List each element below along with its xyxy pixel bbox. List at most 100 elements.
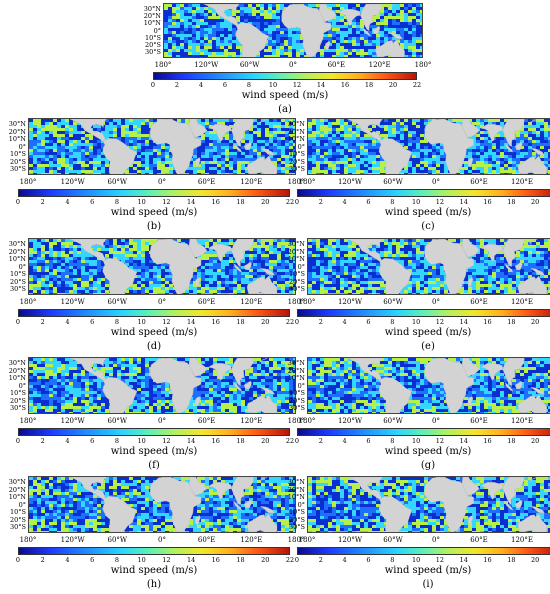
- land-shape: [347, 239, 383, 262]
- land-shape: [246, 275, 278, 294]
- land-shape: [188, 358, 208, 377]
- land-shape: [362, 27, 372, 37]
- land-mask: [347, 358, 547, 413]
- lon-label: 60°W: [383, 178, 403, 186]
- colorbar-tick-label: 4: [342, 437, 347, 445]
- lat-label: 30°N: [8, 359, 26, 367]
- panel-caption: (h): [146, 579, 162, 590]
- lat-label: 10°S: [10, 270, 26, 278]
- colorbar-tick-label: 16: [211, 437, 220, 445]
- colorbar-tick-label: 0: [15, 437, 21, 445]
- land-mask: [347, 477, 547, 532]
- colorbar-tick-label: 16: [483, 556, 492, 564]
- colorbar-tick-label: 18: [236, 437, 245, 445]
- land-shape: [233, 263, 243, 273]
- colorbar-tick-label: 20: [531, 198, 540, 206]
- colorbar-unit-label: wind speed (m/s): [384, 327, 472, 338]
- lat-label: 10°N: [287, 493, 305, 501]
- colorbar-unit-label: wind speed (m/s): [110, 327, 198, 338]
- colorbar-tick-label: 10: [411, 318, 421, 326]
- colorbar-tick-label: 0: [15, 318, 21, 326]
- land-shape: [188, 119, 208, 138]
- land-shape: [529, 358, 538, 364]
- colorbar-tick-label: 18: [364, 81, 374, 89]
- lat-label: 10°S: [289, 150, 305, 158]
- lon-label: 120°W: [337, 178, 363, 186]
- land-shape: [235, 22, 269, 57]
- colorbar: [18, 309, 290, 317]
- land-shape: [194, 157, 201, 168]
- lon-label: 0°: [158, 298, 166, 306]
- colorbar-tick-label: 10: [411, 556, 421, 564]
- lon-label: 120°E: [368, 61, 391, 69]
- lat-label: 20°N: [8, 485, 26, 494]
- lat-label: 30°N: [287, 120, 305, 128]
- lat-label: 30°N: [287, 359, 305, 367]
- land-shape: [150, 358, 202, 413]
- colorbar-tick-label: 4: [65, 556, 70, 564]
- land-shape: [461, 477, 480, 496]
- colorbar-tick-label: 4: [65, 198, 70, 206]
- colorbar-tick-label: 22: [285, 198, 295, 206]
- land-shape: [530, 506, 545, 514]
- lon-label: 180°: [298, 417, 316, 425]
- lon-label: 60°E: [470, 298, 488, 306]
- colorbar-tick-label: 8: [246, 81, 252, 89]
- lat-label: 0°: [153, 26, 161, 35]
- lat-label: 10°S: [289, 508, 305, 516]
- colorbar-tick-label: 0: [15, 198, 21, 206]
- land-shape: [480, 244, 504, 262]
- colorbar-tick-label: 12: [435, 198, 445, 206]
- land-shape: [260, 506, 276, 514]
- colorbar-tick-label: 14: [459, 556, 468, 564]
- land-shape: [150, 119, 202, 174]
- land-shape: [188, 239, 208, 258]
- land-shape: [388, 32, 403, 40]
- lat-label: 30°N: [143, 5, 161, 13]
- colorbar-tick-label: 14: [186, 318, 196, 326]
- colorbar-tick-label: 20: [261, 556, 270, 564]
- land-shape: [231, 119, 255, 148]
- lon-label: 0°: [158, 536, 166, 544]
- land-shape: [233, 501, 243, 511]
- lat-label: 10°S: [10, 389, 26, 397]
- land-shape: [188, 477, 208, 496]
- lat-label: 0°: [18, 142, 26, 151]
- land-shape: [514, 261, 523, 270]
- map-panel-i: 30°N 20°N 10°N 0° 10°S 20°S 30°S 180° 120°W 60°W 0…: [281, 476, 550, 590]
- map-panel-g: 30°N 20°N 10°N 0° 10°S 20°S 30°S 180° 120°W 60°W 0…: [281, 357, 550, 471]
- colorbar-tick-label: 10: [137, 437, 146, 445]
- lat-label: 30°S: [10, 285, 26, 293]
- land-shape: [424, 358, 474, 413]
- lon-label: 60°E: [470, 536, 488, 544]
- colorbar-tick-label: 2: [318, 318, 323, 326]
- colorbar-tick-label: 20: [531, 437, 540, 445]
- lat-label: 20°S: [289, 277, 305, 286]
- colorbar-tick-label: 18: [236, 318, 245, 326]
- colorbar: [297, 309, 550, 317]
- land-shape: [424, 119, 474, 174]
- lat-label: 0°: [18, 381, 26, 390]
- land-shape: [260, 148, 276, 156]
- lon-label: 60°E: [197, 178, 216, 186]
- land-shape: [259, 119, 268, 125]
- land-shape: [243, 261, 252, 270]
- colorbar-tick-label: 10: [137, 318, 146, 326]
- colorbar-tick-label: 0: [294, 556, 300, 564]
- colorbar-tick-label: 14: [186, 556, 196, 564]
- colorbar-tick-label: 14: [459, 318, 468, 326]
- lon-label: 0°: [432, 417, 440, 425]
- lat-label: 20°N: [287, 366, 305, 375]
- colorbar: [297, 189, 550, 197]
- colorbar-tick-label: 14: [186, 198, 196, 206]
- land-shape: [517, 513, 547, 532]
- land-shape: [514, 499, 523, 508]
- lat-label: 30°S: [289, 165, 305, 173]
- land-shape: [259, 477, 268, 483]
- colorbar-tick-label: 10: [137, 556, 146, 564]
- lat-label: 20°N: [287, 485, 305, 494]
- land-shape: [467, 396, 474, 407]
- lat-label: 30°S: [289, 523, 305, 531]
- lat-label: 10°S: [289, 389, 305, 397]
- lat-label: 10°N: [8, 374, 26, 382]
